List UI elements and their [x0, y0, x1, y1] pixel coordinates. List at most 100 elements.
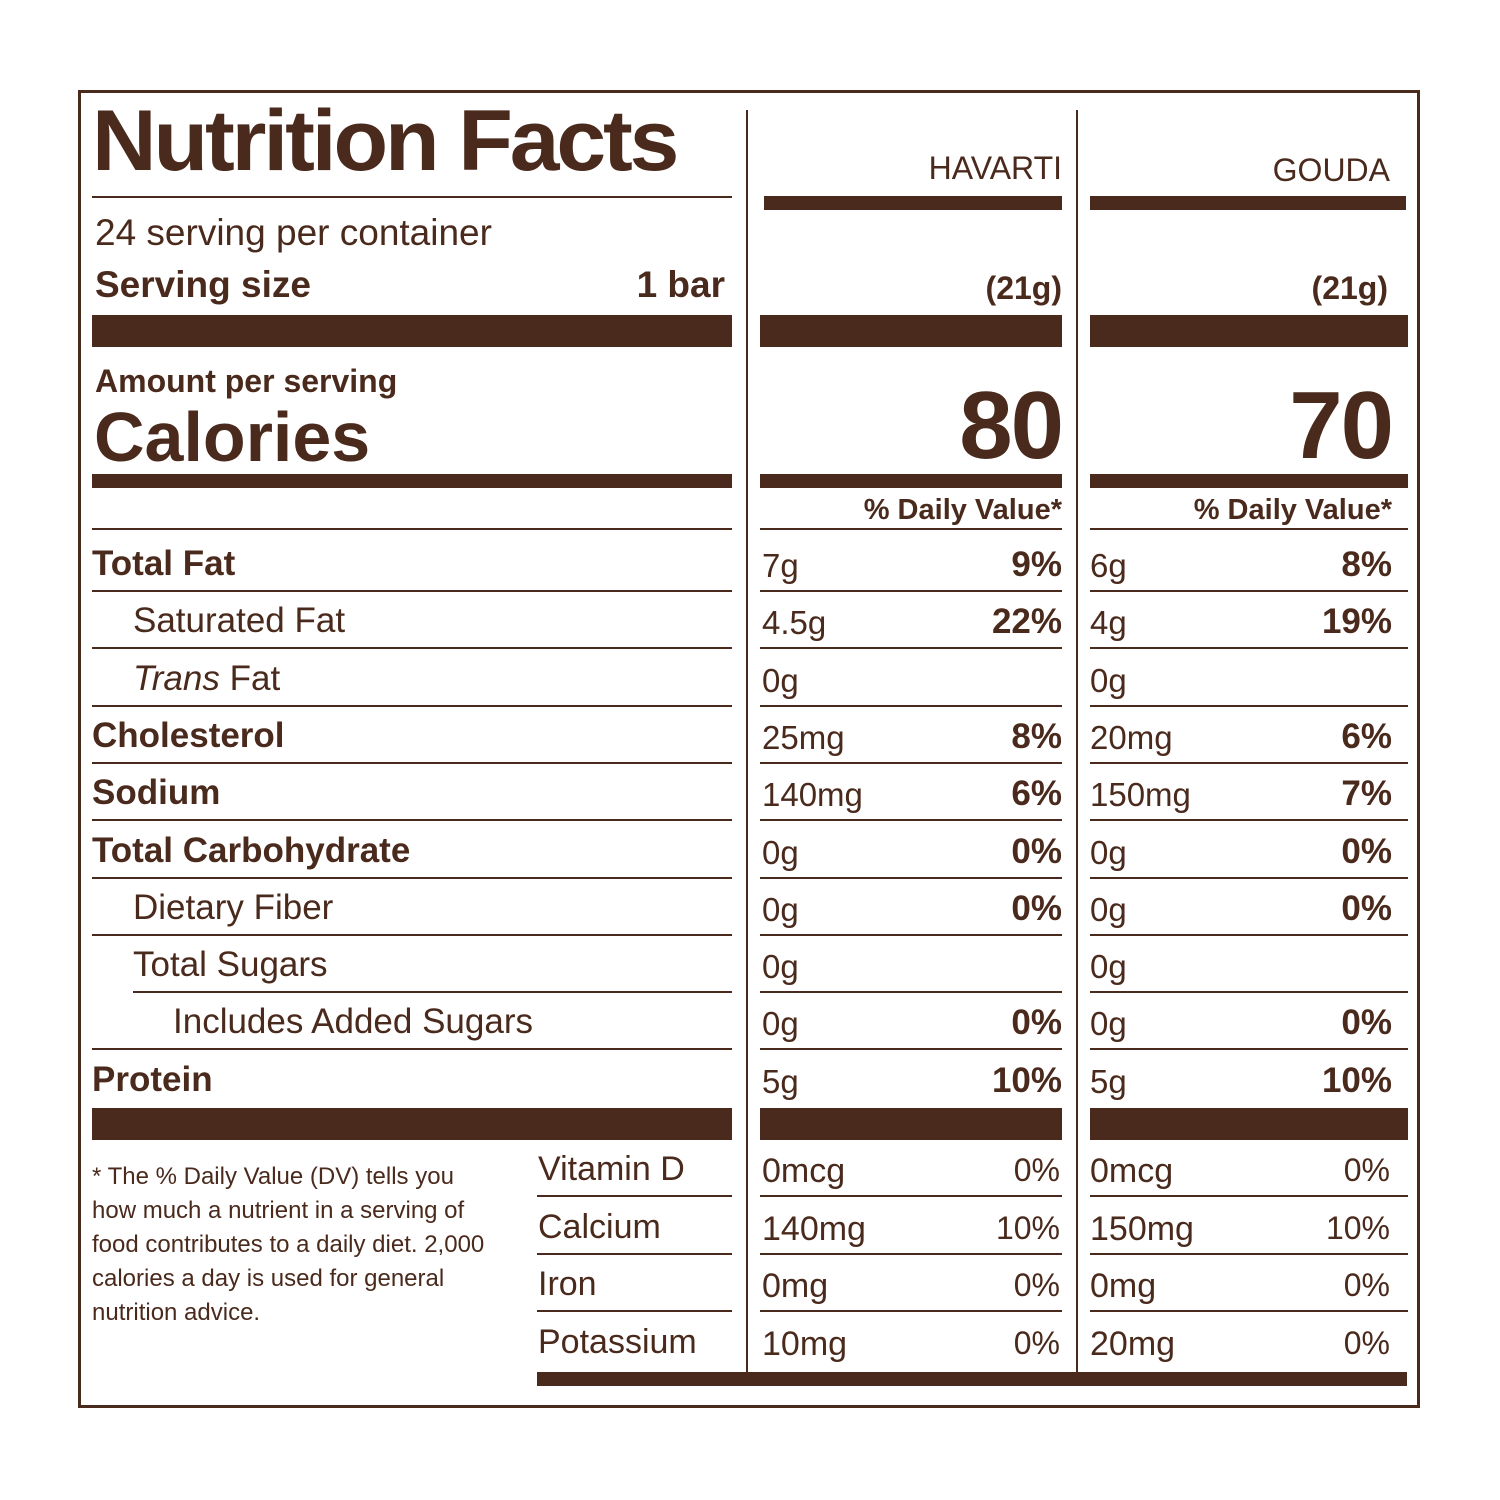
serving-weight-gouda: (21g) — [1311, 270, 1388, 306]
dv-rule-gouda — [1090, 528, 1408, 530]
daily-value-header-gouda: % Daily Value* — [1193, 494, 1392, 526]
nutrient-amount: 140mg — [762, 776, 863, 814]
page-title: Nutrition Facts — [92, 93, 679, 189]
vitamin-daily-value: 0% — [1013, 1324, 1060, 1361]
nutrient-amount: 0g — [1090, 890, 1127, 928]
row-rule — [760, 590, 1062, 592]
nutrient-label: Sodium — [92, 773, 221, 813]
nutrient-daily-value: 10% — [991, 1060, 1062, 1100]
vitamin-label: Iron — [538, 1265, 597, 1303]
nutrient-daily-value: 6% — [1341, 716, 1392, 756]
vitamin-rule — [1090, 1310, 1408, 1312]
dv-rule-label — [92, 528, 732, 530]
row-rule — [92, 1048, 732, 1051]
vitamin-daily-value: 0% — [1343, 1267, 1390, 1303]
thick-bar-gouda — [1090, 315, 1408, 347]
serving-weight-havarti: (21g) — [985, 270, 1062, 306]
row-rule — [760, 991, 1062, 994]
nutrient-amount: 5g — [1090, 1062, 1127, 1100]
column-divider-1 — [746, 110, 748, 1372]
nutrient-amount: 0g — [1090, 948, 1127, 986]
row-rule — [760, 876, 1062, 879]
vitamin-daily-value: 0% — [1013, 1267, 1060, 1303]
nutrient-amount: 20mg — [1090, 718, 1173, 756]
row-rule — [760, 647, 1062, 650]
vitamin-amount: 140mg — [762, 1209, 866, 1248]
serving-size-value: 1 bar — [636, 264, 725, 305]
calories-gouda: 70 — [1289, 372, 1394, 479]
row-rule — [133, 991, 732, 994]
nutrient-daily-value: 7% — [1341, 774, 1392, 814]
nutrient-label: Dietary Fiber — [133, 887, 334, 927]
thick-bar-havarti — [760, 315, 1062, 347]
nutrient-label: Protein — [92, 1059, 213, 1099]
nutrient-amount: 0g — [762, 948, 799, 986]
vitamin-rule — [760, 1195, 1062, 1197]
nutrient-label: Total Fat — [92, 544, 236, 583]
nutrient-daily-value: 8% — [1341, 545, 1392, 584]
serving-size-label: Serving size — [95, 264, 311, 305]
nutrient-daily-value: 0% — [1341, 888, 1392, 928]
vitamin-daily-value: 0% — [1343, 1152, 1390, 1188]
row-rule — [92, 761, 732, 764]
vitamin-amount: 0mg — [762, 1267, 829, 1305]
nutrient-amount: 0g — [1090, 661, 1127, 699]
row-rule — [1090, 876, 1408, 879]
vitamin-amount: 0mg — [1090, 1267, 1157, 1305]
bottom-bar-label — [92, 1108, 732, 1140]
bottom-bar-havarti — [760, 1108, 1062, 1140]
nutrient-label: Saturated Fat — [133, 601, 346, 641]
row-rule — [1090, 819, 1408, 822]
nutrient-amount: 0g — [762, 890, 799, 928]
row-rule — [760, 1048, 1062, 1051]
nutrient-amount: 0g — [762, 661, 799, 699]
vitamin-rule — [760, 1252, 1062, 1255]
nutrient-label: Trans Fat — [133, 661, 280, 696]
row-rule — [760, 704, 1062, 707]
column-divider-2 — [1076, 110, 1078, 1372]
nutrient-amount: 7g — [762, 547, 799, 584]
vitamin-daily-value: 10% — [1325, 1209, 1390, 1246]
nutrient-label: Total Sugars — [133, 945, 328, 985]
nutrient-amount: 0g — [762, 1005, 799, 1043]
row-rule — [92, 590, 732, 592]
nutrient-amount: 25mg — [762, 718, 845, 756]
header-bar-gouda — [1090, 196, 1406, 210]
thick-bar-label — [92, 315, 732, 347]
nutrient-daily-value: 9% — [1011, 545, 1062, 584]
vitamin-amount: 150mg — [1090, 1209, 1194, 1248]
vitamin-label: Vitamin D — [538, 1150, 685, 1188]
nutrient-daily-value: 0% — [1341, 831, 1392, 871]
vitamin-rule — [537, 1310, 732, 1312]
nutrient-daily-value: 10% — [1321, 1060, 1392, 1100]
vitamin-rule — [1090, 1252, 1408, 1255]
title-rule — [92, 196, 732, 198]
nutrient-amount: 5g — [762, 1062, 799, 1100]
nutrient-daily-value: 0% — [1011, 888, 1062, 928]
vitamin-daily-value: 10% — [995, 1209, 1060, 1246]
calories-label: Calories — [94, 398, 371, 476]
final-bar — [537, 1372, 1407, 1386]
nutrient-daily-value: 0% — [1011, 831, 1062, 871]
vitamin-daily-value: 0% — [1013, 1152, 1060, 1188]
row-rule — [1090, 647, 1408, 650]
nutrient-amount: 6g — [1090, 547, 1127, 584]
vitamin-amount: 0mcg — [1090, 1152, 1174, 1190]
nutrient-label: Total Carbohydrate — [92, 830, 411, 870]
row-rule — [1090, 590, 1408, 592]
vitamin-label: Calcium — [538, 1207, 661, 1246]
vitamin-rule — [537, 1252, 732, 1255]
nutrient-daily-value: 22% — [991, 602, 1062, 642]
daily-value-header-havarti: % Daily Value* — [863, 494, 1062, 526]
vitamin-amount: 20mg — [1090, 1324, 1176, 1363]
nutrient-daily-value: 0% — [1341, 1003, 1392, 1043]
row-rule — [92, 876, 732, 879]
nutrient-amount: 150mg — [1090, 776, 1191, 814]
nutrient-amount: 0g — [1090, 1005, 1127, 1043]
calories-bar-havarti — [760, 474, 1062, 488]
calories-havarti: 80 — [959, 372, 1064, 479]
nutrient-label-italic: Trans — [133, 658, 220, 698]
vitamin-rule — [760, 1310, 1062, 1312]
nutrient-daily-value: 0% — [1011, 1003, 1062, 1043]
row-rule — [1090, 1048, 1408, 1051]
